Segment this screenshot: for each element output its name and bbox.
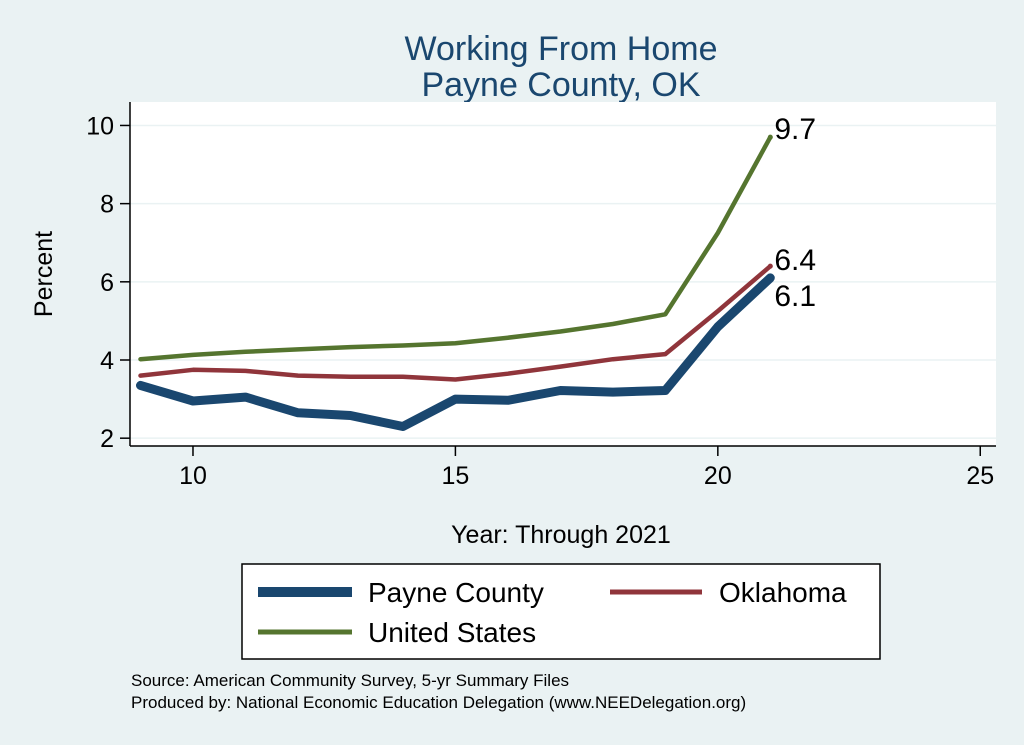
legend-label-oklahoma: Oklahoma <box>719 577 847 608</box>
legend-label-united-states: United States <box>368 617 536 648</box>
end-point-payne-county <box>767 275 773 281</box>
chart-title-line-2: Payne County, OK <box>421 66 700 104</box>
end-point-oklahoma <box>767 263 773 269</box>
x-tick-label-10: 10 <box>179 462 207 490</box>
legend-label-payne-county: Payne County <box>368 577 544 608</box>
series-line-oklahoma <box>138 263 773 382</box>
source-note: Source: American Community Survey, 5-yr … <box>131 671 569 690</box>
series-lines <box>136 134 775 431</box>
series-line-payne-county <box>136 273 775 431</box>
end-labels: 6.16.4 9.7 <box>767 113 816 313</box>
end-label-united-states: 9.7 <box>774 113 816 146</box>
y-tick-label-4: 4 <box>100 347 114 375</box>
chart-title-line-1: Working From Home <box>405 30 718 68</box>
end-point-united-states <box>767 134 773 140</box>
x-axis-ticks: 10 15 20 25 <box>179 446 994 490</box>
x-tick-label-15: 15 <box>441 462 469 490</box>
series-line-united-states <box>138 134 773 362</box>
y-tick-label-8: 8 <box>100 191 114 219</box>
y-tick-label-2: 2 <box>100 425 114 453</box>
y-tick-label-10: 10 <box>86 112 114 140</box>
end-label-oklahoma: 6.4 <box>774 244 816 277</box>
x-tick-label-20: 20 <box>704 462 732 490</box>
producer-note: Produced by: National Economic Education… <box>131 693 746 712</box>
x-axis-title: Year: Through 2021 <box>451 521 671 549</box>
y-axis-ticks: 2 4 6 8 10 <box>86 112 130 453</box>
end-label-payne-county: 6.1 <box>774 280 816 313</box>
y-axis-title: Percent <box>30 231 58 317</box>
legend-box <box>241 563 881 660</box>
gridlines <box>130 124 996 439</box>
x-tick-label-25: 25 <box>966 462 994 490</box>
y-tick-label-6: 6 <box>100 269 114 297</box>
